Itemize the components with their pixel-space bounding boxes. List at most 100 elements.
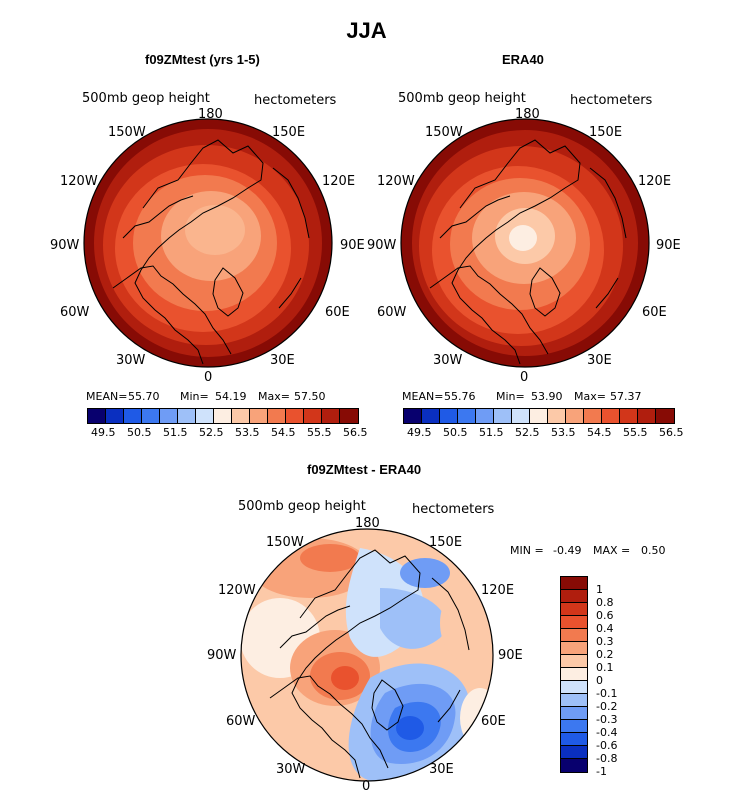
panel2-max-label: Max= <box>574 390 606 403</box>
panel2-variable-label: 500mb geop height <box>398 91 526 106</box>
panel3-colorbar-swatch <box>561 629 587 642</box>
panel3-cbar-tick: -0.1 <box>596 687 618 700</box>
panel2-cbar-tick: 52.5 <box>515 426 540 439</box>
panel2-colorbar-swatch <box>638 409 656 423</box>
panel3-colorbar-swatch <box>561 759 587 772</box>
panel2-min-label: Min= <box>496 390 525 403</box>
panel3-lon-90e: 90E <box>498 648 523 663</box>
panel3-colorbar-swatch <box>561 681 587 694</box>
panel2-colorbar <box>403 408 675 424</box>
panel3-lon-30w: 30W <box>276 762 306 777</box>
panel2-colorbar-swatch <box>602 409 620 423</box>
panel3-max-label: MAX = <box>593 544 631 557</box>
panel2-lon-0: 0 <box>520 370 529 385</box>
panel2-cbar-tick: 53.5 <box>551 426 576 439</box>
panel3-colorbar <box>560 576 588 773</box>
panel1-max-label: Max= <box>258 390 290 403</box>
panel3-cbar-tick: 0.3 <box>596 635 614 648</box>
panel3-colorbar-swatch <box>561 655 587 668</box>
panel2-colorbar-swatch <box>656 409 674 423</box>
panel1-cbar-tick: 56.5 <box>343 426 368 439</box>
panel3-lon-60e: 60E <box>481 714 506 729</box>
panel2-lon-90w: 90W <box>367 238 397 253</box>
panel2-mean-value: 55.76 <box>444 390 476 403</box>
panel3-colorbar-swatch <box>561 668 587 681</box>
panel1-colorbar-swatch <box>322 409 340 423</box>
panel1-lon-90e: 90E <box>340 238 365 253</box>
panel2-lon-60e: 60E <box>642 305 667 320</box>
panel1-lon-30e: 30E <box>270 353 295 368</box>
panel2-colorbar-swatch <box>530 409 548 423</box>
panel3-cbar-tick: -1 <box>596 765 607 778</box>
panel1-cbar-tick: 55.5 <box>307 426 332 439</box>
panel3-cbar-tick: 1 <box>596 583 603 596</box>
panel1-cbar-tick: 50.5 <box>127 426 152 439</box>
panel1-lon-120w: 120W <box>60 174 98 189</box>
panel1-units-label: hectometers <box>254 93 337 108</box>
panel2-units-label: hectometers <box>570 93 653 108</box>
panel3-cbar-tick: 0 <box>596 674 603 687</box>
panel3-title: f09ZMtest - ERA40 <box>307 462 422 477</box>
panel1-mean-label: MEAN= <box>86 390 128 403</box>
panel1-colorbar-swatch <box>304 409 322 423</box>
panel3-colorbar-swatch <box>561 694 587 707</box>
panel1-colorbar <box>87 408 359 424</box>
panel3-lon-150e: 150E <box>429 535 463 550</box>
panel2-lon-30w: 30W <box>433 353 463 368</box>
panel3-lon-30e: 30E <box>429 762 454 777</box>
panel1-colorbar-swatch <box>196 409 214 423</box>
panel1-mean-value: 55.70 <box>128 390 160 403</box>
panel3-cbar-tick: 0.6 <box>596 609 614 622</box>
panel1-lon-30w: 30W <box>116 353 146 368</box>
panel3-lon-90w: 90W <box>207 648 237 663</box>
panel1-lon-90w: 90W <box>50 238 80 253</box>
panel2-colorbar-swatch <box>458 409 476 423</box>
panel3-lon-120w: 120W <box>218 583 256 598</box>
figure-title: JJA <box>346 18 387 43</box>
panel3-colorbar-swatch <box>561 733 587 746</box>
panel1-cbar-tick: 51.5 <box>163 426 188 439</box>
panel3-colorbar-swatch <box>561 642 587 655</box>
panel2-lon-120e: 120E <box>638 174 672 189</box>
panel1-lon-60w: 60W <box>60 305 90 320</box>
panel2-colorbar-swatch <box>476 409 494 423</box>
panel3-lon-180: 180 <box>355 516 380 531</box>
panel2-cbar-tick: 54.5 <box>587 426 612 439</box>
panel3-variable-label: 500mb geop height <box>238 499 366 514</box>
panel1-cbar-tick: 53.5 <box>235 426 260 439</box>
panel3-cbar-tick: -0.8 <box>596 752 618 765</box>
panel3-colorbar-swatch <box>561 616 587 629</box>
panel1-lon-120e: 120E <box>322 174 356 189</box>
panel3-colorbar-swatch <box>561 746 587 759</box>
panel3-cbar-tick: -0.2 <box>596 700 618 713</box>
panel1-colorbar-swatch <box>214 409 232 423</box>
panel3-colorbar-swatch <box>561 707 587 720</box>
panel1-lon-180: 180 <box>198 107 223 122</box>
panel3-cbar-tick: -0.4 <box>596 726 618 739</box>
panel1-polar-map <box>83 118 333 368</box>
panel2-cbar-tick: 51.5 <box>479 426 504 439</box>
panel1-title: f09ZMtest (yrs 1-5) <box>145 52 260 67</box>
panel1-colorbar-swatch <box>250 409 268 423</box>
panel3-lon-150w: 150W <box>266 535 304 550</box>
panel2-colorbar-swatch <box>548 409 566 423</box>
panel1-colorbar-swatch <box>178 409 196 423</box>
panel3-polar-map <box>240 528 494 782</box>
panel2-cbar-tick: 50.5 <box>443 426 468 439</box>
panel1-colorbar-swatch <box>88 409 106 423</box>
panel1-colorbar-swatch <box>142 409 160 423</box>
panel1-colorbar-swatch <box>232 409 250 423</box>
panel3-lon-0: 0 <box>362 779 371 794</box>
panel1-cbar-tick: 49.5 <box>91 426 116 439</box>
panel3-colorbar-swatch <box>561 603 587 616</box>
panel2-colorbar-swatch <box>512 409 530 423</box>
panel1-variable-label: 500mb geop height <box>82 91 210 106</box>
panel3-colorbar-swatch <box>561 590 587 603</box>
panel1-colorbar-swatch <box>124 409 142 423</box>
panel1-lon-0: 0 <box>204 370 213 385</box>
panel2-colorbar-swatch <box>440 409 458 423</box>
panel2-colorbar-swatch <box>620 409 638 423</box>
panel3-lon-60w: 60W <box>226 714 256 729</box>
panel2-lon-60w: 60W <box>377 305 407 320</box>
panel3-cbar-tick: 0.4 <box>596 622 614 635</box>
